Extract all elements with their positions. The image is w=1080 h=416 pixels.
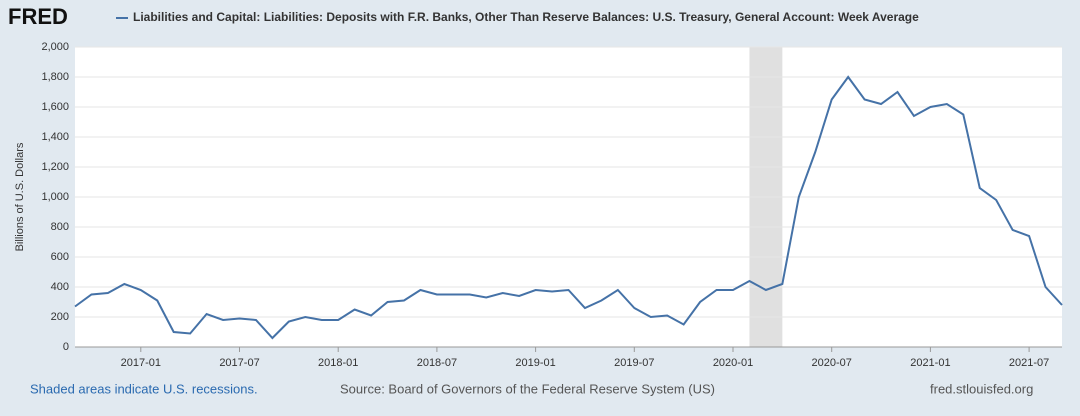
x-tick-label: 2019-01 xyxy=(515,357,555,369)
legend-label: Liabilities and Capital: Liabilities: De… xyxy=(133,10,919,24)
y-tick-label: 800 xyxy=(51,221,69,233)
y-tick-label: 1,800 xyxy=(41,71,69,83)
y-tick-label: 0 xyxy=(63,341,69,353)
x-tick-label: 2018-01 xyxy=(318,357,358,369)
y-tick-label: 1,400 xyxy=(41,131,69,143)
x-tick-label: 2017-07 xyxy=(219,357,259,369)
y-tick-label: 400 xyxy=(51,281,69,293)
x-tick-label: 2021-07 xyxy=(1009,357,1049,369)
y-tick-label: 1,600 xyxy=(41,101,69,113)
x-tick-label: 2020-07 xyxy=(812,357,852,369)
site: fred.stlouisfed.org xyxy=(930,381,1033,396)
x-tick-label: 2021-01 xyxy=(910,357,950,369)
y-axis-label: Billions of U.S. Dollars xyxy=(14,142,26,251)
y-tick-label: 1,200 xyxy=(41,161,69,173)
line-series xyxy=(74,75,1063,340)
x-tick-label: 2018-07 xyxy=(417,357,457,369)
x-tick-label: 2017-01 xyxy=(121,357,161,369)
y-tick-label: 200 xyxy=(51,311,69,323)
y-tick-label: 600 xyxy=(51,251,69,263)
source: Source: Board of Governors of the Federa… xyxy=(340,381,715,396)
x-tick-label: 2019-07 xyxy=(614,357,654,369)
y-tick-label: 1,000 xyxy=(41,191,69,203)
y-tick-label: 2,000 xyxy=(41,41,69,53)
logo: FRED xyxy=(8,4,68,29)
recession-note: Shaded areas indicate U.S. recessions. xyxy=(30,381,258,396)
x-tick-label: 2020-01 xyxy=(713,357,753,369)
